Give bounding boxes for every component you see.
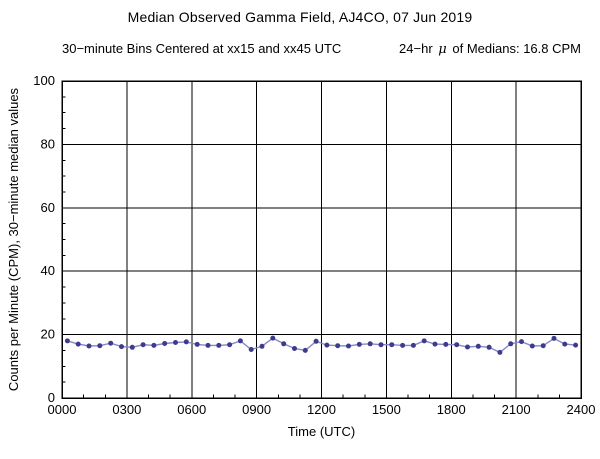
x-axis-title: Time (UTC) xyxy=(288,424,355,439)
subtitle-bins-label: 30−minute Bins Centered at xx15 and xx45… xyxy=(62,41,342,56)
data-point xyxy=(183,339,189,345)
data-point xyxy=(75,341,81,347)
data-point xyxy=(335,343,341,349)
data-point xyxy=(259,343,265,349)
data-point xyxy=(129,344,135,350)
data-point xyxy=(529,343,535,349)
data-point xyxy=(162,341,168,346)
data-point xyxy=(119,344,124,350)
data-point xyxy=(421,338,427,344)
y-axis-title: Counts per Minute (CPM), 30−minute media… xyxy=(6,87,21,391)
data-point xyxy=(443,341,449,347)
svg-text:0600: 0600 xyxy=(177,402,206,417)
data-point xyxy=(356,341,362,347)
data-point xyxy=(562,341,568,347)
data-point xyxy=(551,335,557,341)
data-point xyxy=(475,343,481,349)
data-point xyxy=(140,342,146,348)
data-point xyxy=(400,342,406,348)
data-point xyxy=(86,343,92,349)
svg-text:2100: 2100 xyxy=(502,402,531,417)
mean-prefix: 24−hr xyxy=(399,41,433,56)
mu-symbol: μ xyxy=(438,42,447,57)
svg-text:2400: 2400 xyxy=(567,402,596,417)
data-point xyxy=(281,341,287,347)
series-markers xyxy=(64,335,579,355)
data-point xyxy=(237,338,243,344)
svg-text:0300: 0300 xyxy=(112,402,141,417)
data-point xyxy=(324,342,330,348)
data-point xyxy=(465,344,470,350)
tick-marks xyxy=(61,80,582,399)
data-point xyxy=(151,342,157,348)
data-point xyxy=(346,343,351,349)
svg-text:0000: 0000 xyxy=(48,402,77,417)
data-point xyxy=(248,347,254,352)
data-point xyxy=(173,340,178,345)
data-point xyxy=(367,341,373,347)
data-point xyxy=(486,344,492,350)
data-point xyxy=(508,341,514,347)
data-point xyxy=(64,338,70,344)
data-point xyxy=(313,338,319,344)
svg-text:20: 20 xyxy=(41,327,55,342)
data-point xyxy=(497,349,503,355)
chart-subtitle: 30−minute Bins Centered at xx15 and xx45… xyxy=(62,41,581,57)
svg-text:1500: 1500 xyxy=(372,402,401,417)
mean-suffix: of Medians: 16.8 CPM xyxy=(452,41,581,56)
data-point xyxy=(216,342,222,348)
y-tick-labels: 0 20 40 60 80 100 xyxy=(33,73,55,405)
data-point xyxy=(389,342,395,348)
data-point xyxy=(97,343,103,349)
subtitle-mean-label: 24−hr μ of Medians: 16.8 CPM xyxy=(399,41,581,57)
data-point xyxy=(205,342,211,348)
data-point xyxy=(540,343,546,349)
svg-text:80: 80 xyxy=(41,136,55,151)
data-point xyxy=(108,340,114,346)
svg-text:40: 40 xyxy=(41,263,55,278)
svg-text:60: 60 xyxy=(41,200,55,215)
data-point xyxy=(270,335,276,341)
data-point xyxy=(227,342,233,348)
data-point xyxy=(432,341,438,347)
data-point xyxy=(302,347,308,353)
svg-text:1200: 1200 xyxy=(307,402,336,417)
svg-text:0: 0 xyxy=(48,390,55,405)
x-tick-labels: 0000 0300 0600 0900 1200 1500 1800 2100 2400 xyxy=(48,402,596,417)
svg-text:0900: 0900 xyxy=(242,402,271,417)
chart-title: Median Observed Gamma Field, AJ4CO, 07 J… xyxy=(127,9,473,25)
data-point xyxy=(410,342,416,348)
data-point xyxy=(454,342,460,348)
data-point xyxy=(519,339,524,345)
data-point xyxy=(378,342,384,348)
svg-text:1800: 1800 xyxy=(437,402,466,417)
svg-text:100: 100 xyxy=(33,73,55,88)
data-point xyxy=(292,346,297,351)
data-point xyxy=(573,342,579,348)
data-point xyxy=(194,341,200,347)
